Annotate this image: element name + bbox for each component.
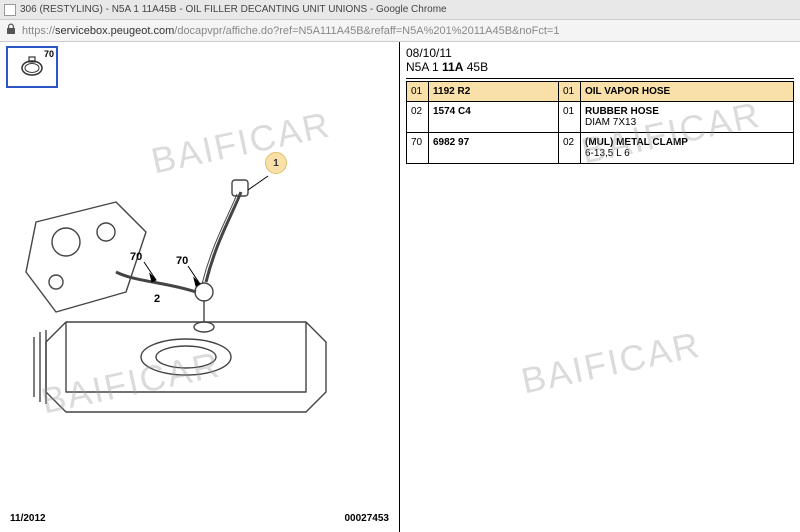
header-code: N5A 1 11A 45B	[406, 60, 794, 74]
window-title: 306 (RESTYLING) - N5A 1 11A45B - OIL FIL…	[20, 4, 447, 15]
thumbnail-label: 70	[44, 49, 54, 59]
callout-marker-1[interactable]: 1	[265, 152, 287, 174]
cell-pos: 70	[407, 133, 429, 164]
table-row[interactable]: 02 1574 C4 01 RUBBER HOSEDIAM 7X13	[407, 102, 794, 133]
thumbnail-selected[interactable]: 70	[6, 46, 58, 88]
url-text: https://servicebox.peugeot.com/docapvpr/…	[22, 25, 559, 37]
cell-desc: RUBBER HOSEDIAM 7X13	[581, 102, 794, 133]
cell-desc: OIL VAPOR HOSE	[581, 82, 794, 102]
cell-qty: 01	[559, 82, 581, 102]
cell-desc: (MUL) METAL CLAMP6-13,5 L 6	[581, 133, 794, 164]
lock-icon	[6, 23, 16, 38]
table-row[interactable]: 70 6982 97 02 (MUL) METAL CLAMP6-13,5 L …	[407, 133, 794, 164]
cell-ref: 1574 C4	[429, 102, 559, 133]
cell-ref: 6982 97	[429, 133, 559, 164]
page-header: 08/10/11 N5A 1 11A 45B	[406, 46, 794, 79]
diagram-pane: 70	[0, 42, 400, 532]
parts-table: 01 1192 R2 01 OIL VAPOR HOSE 02 1574 C4 …	[406, 81, 794, 164]
parts-diagram: 70 2 70	[6, 132, 394, 452]
watermark: BAIFICAR	[518, 324, 705, 403]
cell-ref: 1192 R2	[429, 82, 559, 102]
footer-docnum: 00027453	[345, 513, 390, 524]
address-bar[interactable]: https://servicebox.peugeot.com/docapvpr/…	[0, 20, 800, 42]
cell-qty: 02	[559, 133, 581, 164]
diagram-label-70a: 70	[130, 251, 142, 263]
content-area: 70	[0, 42, 800, 532]
window-titlebar: 306 (RESTYLING) - N5A 1 11A45B - OIL FIL…	[0, 0, 800, 20]
diagram-label-2: 2	[154, 293, 160, 305]
table-row[interactable]: 01 1192 R2 01 OIL VAPOR HOSE	[407, 82, 794, 102]
cell-pos: 02	[407, 102, 429, 133]
clamp-icon	[17, 55, 47, 79]
favicon	[4, 4, 16, 16]
cell-pos: 01	[407, 82, 429, 102]
diagram-label-70b: 70	[176, 255, 188, 267]
parts-list-pane: 08/10/11 N5A 1 11A 45B 01 1192 R2 01 OIL…	[400, 42, 800, 532]
cell-qty: 01	[559, 102, 581, 133]
footer-date: 11/2012	[10, 513, 46, 524]
header-date: 08/10/11	[406, 46, 794, 60]
